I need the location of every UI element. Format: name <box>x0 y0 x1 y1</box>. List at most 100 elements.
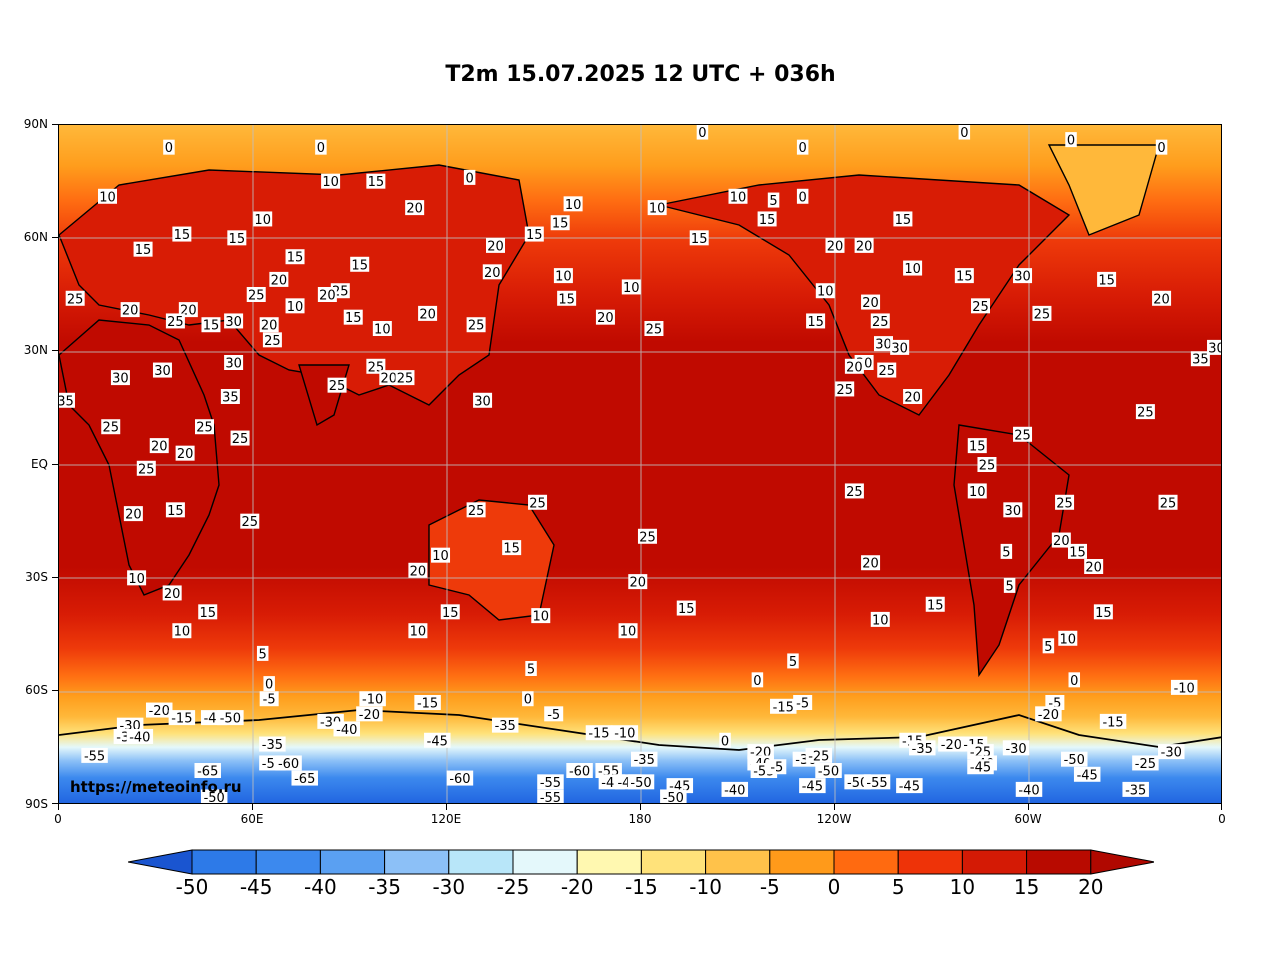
contour-label-box <box>660 789 687 803</box>
temperature-map: 0 0 0 0 0 0 0 10 10 15 0 20 10 15 15 15 15 20 25 15 25 20 10 25… <box>58 124 1222 804</box>
contour-label: 15 <box>895 213 912 228</box>
lon-tickmark <box>252 804 253 810</box>
lon-tick-180: 180 <box>628 812 652 826</box>
contour-label-box <box>446 770 474 786</box>
contour-label: 15 <box>807 315 824 330</box>
contour-label: 25 <box>67 292 84 307</box>
contour-label-box <box>152 362 172 378</box>
colorbar-swatch <box>255 849 321 875</box>
contour-label-box <box>195 419 214 435</box>
contour-label-box <box>524 226 544 242</box>
contour-label: 0 <box>799 190 807 205</box>
lat-tickmark <box>52 124 58 125</box>
contour-label-box <box>728 188 748 204</box>
contour-label-box <box>1093 604 1113 620</box>
contour-label: 15 <box>351 258 368 273</box>
contour-label: 20 <box>381 372 398 387</box>
contour-label-box <box>168 710 196 726</box>
contour-label: -60 <box>278 757 299 772</box>
contour-label: 15 <box>526 228 543 243</box>
contour-label-box <box>628 574 648 590</box>
contour-label-box <box>1068 672 1081 688</box>
contour-label-box <box>227 230 247 246</box>
contour-label: 5 <box>1005 579 1013 594</box>
contour-label-box <box>372 321 392 336</box>
contour-label: 15 <box>203 319 220 334</box>
contour-label: -20 <box>1038 708 1059 723</box>
contour-label-box <box>165 313 185 329</box>
contour-label: 20 <box>862 296 879 311</box>
contour-label: 15 <box>503 542 520 557</box>
contour-label-box <box>967 759 994 775</box>
contour-label-box <box>938 736 965 752</box>
contour-label-box <box>1035 706 1062 722</box>
colorbar-label: -30 <box>432 875 466 899</box>
contour-label: 25 <box>1160 496 1177 511</box>
contour-label-box <box>1170 679 1198 695</box>
contour-label-box <box>893 211 913 227</box>
contour-label: 10 <box>565 198 582 213</box>
contour-label-box <box>178 302 198 318</box>
contour-label: 35 <box>222 391 239 406</box>
contour-label-box <box>689 230 709 246</box>
contour-label-box <box>835 381 855 397</box>
contour-label-box <box>482 264 502 280</box>
contour-label-box <box>224 355 244 370</box>
colorbar-high-arrow <box>1090 849 1154 875</box>
contour-label: -65 <box>294 772 315 787</box>
colorbar-label: -50 <box>175 875 209 899</box>
contour-label: -30 <box>1161 746 1182 761</box>
contour-label-box <box>291 770 318 786</box>
colorbar-swatch <box>769 849 835 875</box>
contour-label-box <box>253 211 273 227</box>
contour-label-box <box>194 763 221 778</box>
contour-label: 20 <box>846 360 863 375</box>
contour-label-box <box>198 604 218 620</box>
contour-label-box <box>1058 630 1078 646</box>
contour-label-box <box>1099 713 1127 729</box>
contour-label: 15 <box>558 292 575 307</box>
contour-label-box <box>163 139 175 155</box>
contour-label: 5 <box>259 647 267 662</box>
contour-label-box <box>971 298 990 314</box>
contour-label: -40 <box>336 723 357 738</box>
contour-label: 20 <box>271 273 288 288</box>
contour-label-box <box>431 547 451 563</box>
contour-label: 20 <box>125 508 142 523</box>
contour-label-box <box>585 725 613 741</box>
contour-label-box <box>1152 290 1172 306</box>
contour-label: -10 <box>1174 681 1195 696</box>
contour-label: 0 <box>465 171 473 186</box>
lat-tickmark <box>52 350 58 351</box>
contour-label: 25 <box>329 379 346 394</box>
colorbar-label: -10 <box>689 875 722 899</box>
contour-label-box <box>747 744 774 760</box>
contour-label: 30 <box>875 338 892 353</box>
source-watermark: https://meteoinfo.ru <box>70 778 242 796</box>
contour-label-box <box>220 389 240 404</box>
contour-label-box <box>259 736 286 752</box>
contour-label-box <box>356 706 383 722</box>
contour-label: 25 <box>397 372 414 387</box>
contour-label-box <box>854 237 874 253</box>
contour-label: 10 <box>374 323 391 338</box>
contour-label: 20 <box>862 557 879 572</box>
contour-label-box <box>217 710 244 726</box>
contour-label-box <box>595 763 622 778</box>
contour-label: -20 <box>359 708 380 723</box>
contour-label-box <box>595 309 615 325</box>
contour-label: -20 <box>941 738 962 753</box>
contour-label-box <box>327 377 347 393</box>
lon-tick-120e: 120E <box>430 812 462 826</box>
contour-label: 15 <box>135 243 152 258</box>
lat-tick-eq: EQ <box>30 457 48 471</box>
contour-label: 10 <box>532 610 549 625</box>
contour-label: -35 <box>634 753 655 768</box>
contour-label: 20 <box>1085 561 1102 576</box>
contour-label: -40 <box>1018 783 1039 798</box>
contour-label-box <box>1042 638 1055 654</box>
contour-label: 20 <box>319 289 336 304</box>
contour-label-box <box>793 695 813 710</box>
contour-label: 15 <box>691 232 708 247</box>
contour-label-box <box>815 763 842 778</box>
